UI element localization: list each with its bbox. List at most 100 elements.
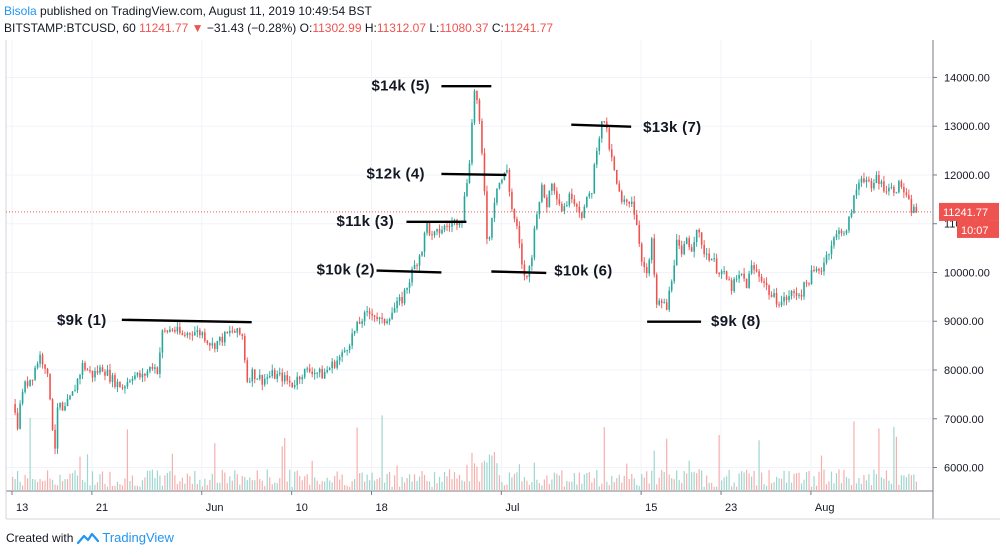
- level-annotation: $14k (5): [372, 78, 430, 95]
- candle-body: [46, 368, 49, 374]
- volume-bar: [453, 472, 456, 491]
- volume-bar: [748, 473, 750, 491]
- candle-body: [858, 182, 860, 190]
- volume-bar: [853, 421, 855, 491]
- volume-bar: [738, 473, 740, 491]
- volume-bar: [566, 480, 568, 491]
- candle-body: [79, 374, 81, 379]
- ohlc-legend: BITSTAMP:BTCUSD, 60 11241.77 ▼ −31.43 (−…: [4, 20, 553, 36]
- candle-body: [556, 191, 558, 200]
- candle-body: [571, 193, 573, 200]
- volume-bar: [601, 483, 603, 491]
- candle-body: [855, 189, 858, 196]
- volume-bar: [244, 476, 246, 491]
- candle-body: [825, 254, 828, 263]
- volume-bar: [286, 481, 288, 491]
- volume-bar: [189, 476, 191, 491]
- candle-body: [101, 367, 104, 372]
- volume-bar: [506, 484, 508, 491]
- candle-body: [483, 153, 486, 192]
- volume-bar: [46, 470, 49, 491]
- candle-body: [248, 381, 251, 383]
- volume-bar: [833, 483, 835, 491]
- candle-body: [151, 366, 154, 369]
- candle-body: [433, 231, 436, 236]
- candle-body: [568, 193, 571, 206]
- candle-body: [358, 321, 361, 324]
- candle-body: [386, 321, 388, 324]
- candle-body: [111, 375, 114, 382]
- candle-body: [91, 370, 94, 378]
- volume-bar: [848, 478, 850, 491]
- volume-bar: [433, 472, 436, 491]
- volume-bar: [426, 480, 428, 491]
- volume-bar: [910, 475, 912, 491]
- volume-bar: [443, 471, 446, 491]
- candle-body: [675, 239, 678, 266]
- candle-body: [643, 261, 646, 268]
- volume-bar: [541, 485, 543, 491]
- volume-bar: [483, 460, 486, 491]
- candle-body: [271, 370, 274, 377]
- volume-bar: [628, 479, 630, 491]
- volume-bar: [346, 485, 348, 491]
- y-tick-label: 14000.00: [944, 72, 990, 84]
- volume-bar: [181, 477, 183, 491]
- candle-body: [665, 302, 668, 310]
- volume-bar: [391, 486, 393, 491]
- volume-bar: [638, 485, 640, 491]
- y-tick-label: 7000.00: [944, 414, 984, 426]
- candle-body: [591, 193, 593, 195]
- volume-bar: [571, 481, 573, 491]
- volume-bar: [698, 469, 700, 491]
- volume-bar: [269, 477, 271, 491]
- candle-body: [86, 369, 89, 371]
- volume-bar: [341, 474, 343, 491]
- candle-body: [273, 370, 276, 379]
- volume-bar: [790, 482, 793, 491]
- level-annotation: $9k (1): [57, 312, 107, 329]
- volume-bar: [491, 455, 493, 491]
- candle-body: [523, 264, 526, 276]
- candle-body: [493, 202, 496, 218]
- candle-body: [31, 379, 34, 381]
- candle-body: [536, 214, 538, 229]
- volume-bar: [209, 479, 211, 491]
- volume-bar: [166, 472, 168, 491]
- volume-bar: [508, 472, 511, 491]
- candle-body: [161, 330, 164, 353]
- candle-body: [154, 367, 156, 369]
- candle-body: [576, 204, 578, 207]
- candle-body: [311, 371, 313, 375]
- volume-bar: [518, 464, 521, 491]
- y-tick-label: 8000.00: [944, 365, 984, 377]
- candle-body: [818, 268, 820, 271]
- volume-bar: [898, 484, 900, 491]
- candle-body: [341, 352, 343, 357]
- candle-body: [243, 335, 246, 361]
- candle-body: [238, 328, 241, 335]
- candle-body: [690, 247, 693, 252]
- candle-body: [448, 226, 451, 228]
- candle-body: [503, 172, 506, 180]
- candle-body: [211, 343, 214, 346]
- tradingview-logo-icon: [77, 532, 100, 545]
- volume-bar: [376, 478, 378, 491]
- author-link[interactable]: Bisola: [4, 4, 37, 18]
- candle-body: [418, 255, 421, 266]
- candle-body: [833, 237, 835, 246]
- volume-bar: [621, 482, 623, 491]
- tradingview-brand[interactable]: TradingView: [102, 530, 174, 545]
- volume-bar: [436, 483, 438, 491]
- volume-bar: [259, 479, 261, 491]
- candle-body: [408, 282, 411, 288]
- volume-bar: [199, 479, 201, 491]
- candle-body: [551, 183, 553, 191]
- candle-body: [39, 354, 41, 364]
- candle-body: [745, 278, 748, 289]
- volume-bar: [284, 437, 286, 491]
- volume-bar: [89, 485, 91, 491]
- volume-bar: [234, 470, 236, 491]
